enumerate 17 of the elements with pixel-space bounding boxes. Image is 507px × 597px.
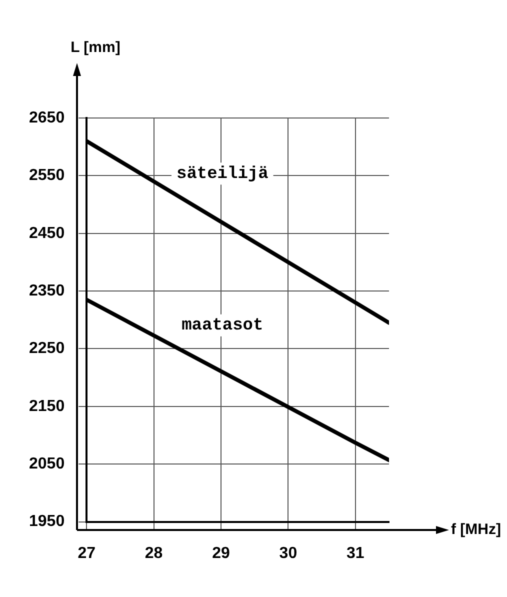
y-tick-label: 2650	[29, 109, 65, 126]
y-axis-title: L [mm]	[70, 39, 120, 56]
x-tick-label: 30	[279, 544, 298, 562]
y-tick-label: 2550	[29, 167, 65, 184]
x-tick-label: 31	[346, 544, 364, 562]
y-tick-label: 2150	[29, 398, 65, 415]
y-tick-label: 1950	[29, 513, 65, 530]
x-axis-title: f [MHz]	[451, 520, 501, 538]
x-tick-label: 27	[78, 544, 96, 562]
y-tick-label: 2350	[29, 282, 65, 300]
series-label: säteilijä	[176, 164, 268, 184]
y-tick-label: 2050	[29, 456, 65, 473]
x-tick-label: 28	[144, 544, 163, 562]
y-tick-label: 2450	[29, 224, 65, 242]
y-tick-label: 2250	[29, 340, 65, 358]
x-tick-label: 29	[212, 544, 230, 562]
series-label: maatasot	[182, 316, 264, 336]
